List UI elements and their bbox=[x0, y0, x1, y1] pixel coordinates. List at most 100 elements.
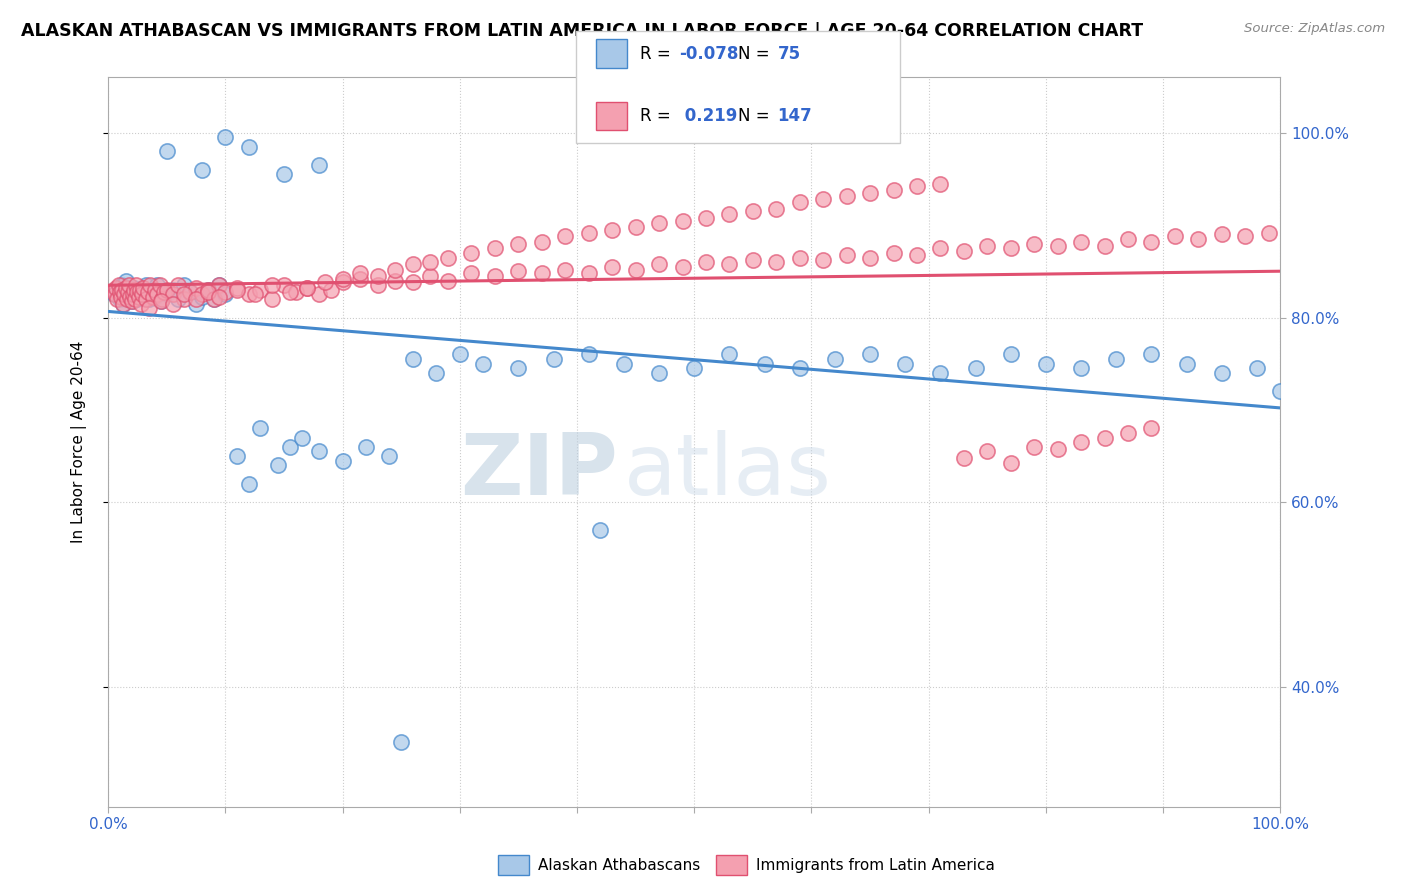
Point bbox=[389, 735, 412, 749]
Point bbox=[613, 357, 636, 371]
Point bbox=[238, 476, 260, 491]
Point bbox=[173, 287, 195, 301]
Text: Immigrants from Latin America: Immigrants from Latin America bbox=[756, 858, 995, 872]
Point bbox=[107, 283, 129, 297]
Text: Source: ZipAtlas.com: Source: ZipAtlas.com bbox=[1244, 22, 1385, 36]
Text: ZIP: ZIP bbox=[460, 430, 619, 513]
Point bbox=[378, 449, 401, 463]
Point bbox=[162, 287, 184, 301]
Point bbox=[1187, 232, 1209, 246]
Point bbox=[472, 357, 495, 371]
Point bbox=[1105, 352, 1128, 367]
Point bbox=[905, 248, 928, 262]
Point bbox=[114, 281, 136, 295]
Point bbox=[859, 251, 882, 265]
Point bbox=[249, 283, 271, 297]
Point bbox=[859, 347, 882, 361]
Point bbox=[121, 287, 143, 301]
Point bbox=[162, 296, 184, 310]
Point bbox=[197, 283, 219, 297]
Point bbox=[811, 253, 834, 268]
Point bbox=[319, 283, 342, 297]
Point bbox=[437, 251, 460, 265]
Point bbox=[122, 283, 145, 297]
Point bbox=[273, 278, 295, 293]
Point bbox=[578, 347, 600, 361]
Point bbox=[648, 257, 671, 271]
Point bbox=[1140, 347, 1163, 361]
Point bbox=[835, 188, 858, 202]
Point bbox=[243, 287, 266, 301]
Text: R =: R = bbox=[640, 45, 676, 62]
Point bbox=[1140, 421, 1163, 435]
Point bbox=[267, 458, 290, 473]
Point bbox=[976, 238, 998, 252]
Point bbox=[135, 292, 157, 306]
Point bbox=[1211, 366, 1233, 380]
Point bbox=[115, 292, 138, 306]
Point bbox=[127, 292, 149, 306]
Point bbox=[129, 283, 152, 297]
Point bbox=[367, 268, 389, 283]
Point bbox=[754, 357, 776, 371]
Point bbox=[173, 278, 195, 293]
Point bbox=[202, 292, 225, 306]
Point bbox=[284, 285, 307, 299]
Point bbox=[138, 301, 160, 316]
Point bbox=[589, 523, 612, 537]
Point bbox=[108, 285, 131, 299]
Text: N =: N = bbox=[738, 45, 775, 62]
Point bbox=[695, 211, 717, 225]
Point bbox=[789, 195, 811, 210]
Point bbox=[156, 283, 179, 297]
Point bbox=[384, 274, 406, 288]
Point bbox=[648, 366, 671, 380]
Point bbox=[104, 287, 127, 301]
Point bbox=[953, 450, 976, 465]
Point bbox=[184, 281, 207, 295]
Point bbox=[191, 162, 214, 177]
Point bbox=[1140, 235, 1163, 249]
Point bbox=[114, 274, 136, 288]
Point bbox=[273, 168, 295, 182]
Point bbox=[508, 236, 530, 251]
Point bbox=[671, 260, 693, 274]
Text: 147: 147 bbox=[778, 107, 813, 125]
Point bbox=[191, 287, 214, 301]
Point bbox=[197, 285, 219, 299]
Point bbox=[108, 292, 131, 306]
Point bbox=[118, 290, 141, 304]
Point bbox=[883, 183, 905, 197]
Point bbox=[1246, 361, 1268, 376]
Point bbox=[297, 281, 319, 295]
Point bbox=[530, 266, 553, 280]
Point bbox=[824, 352, 846, 367]
Point bbox=[354, 440, 377, 454]
Point bbox=[624, 220, 647, 235]
Point bbox=[110, 290, 132, 304]
Point bbox=[695, 255, 717, 269]
Point bbox=[578, 266, 600, 280]
Point bbox=[128, 290, 150, 304]
Point bbox=[530, 235, 553, 249]
Point bbox=[262, 292, 284, 306]
Point bbox=[149, 278, 172, 293]
Point bbox=[1046, 442, 1069, 456]
Point bbox=[135, 278, 157, 293]
Point bbox=[238, 139, 260, 153]
Point bbox=[214, 287, 236, 301]
Point bbox=[111, 278, 134, 293]
Point bbox=[132, 281, 155, 295]
Point bbox=[349, 272, 371, 286]
Point bbox=[124, 292, 146, 306]
Point bbox=[1094, 238, 1116, 252]
Point bbox=[929, 366, 952, 380]
Point bbox=[103, 287, 125, 301]
Point bbox=[142, 290, 165, 304]
Point bbox=[1257, 226, 1279, 240]
Point bbox=[460, 266, 482, 280]
Point bbox=[214, 285, 236, 299]
Point bbox=[765, 255, 787, 269]
Point bbox=[278, 440, 301, 454]
Point bbox=[226, 281, 249, 295]
